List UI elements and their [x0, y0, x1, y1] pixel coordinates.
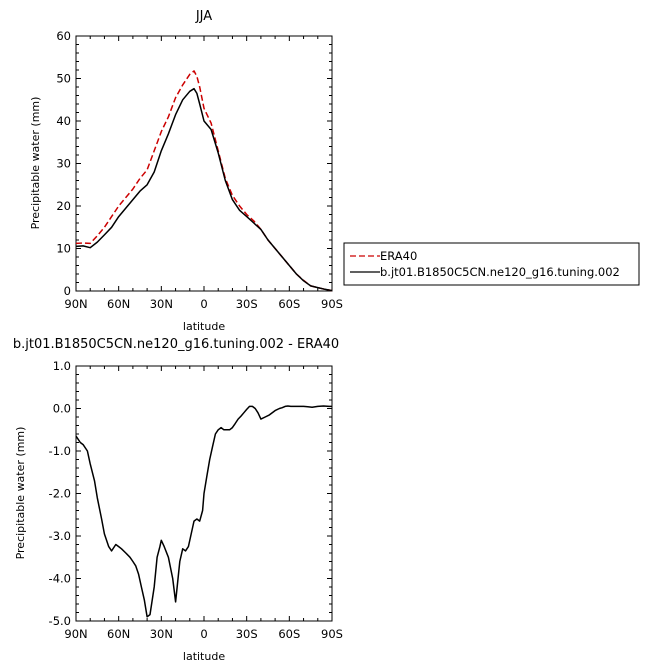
bottom-y-tick-label: 1.0 — [53, 359, 71, 373]
top-chart-title: JJA — [195, 9, 212, 24]
bottom-series-line-difference — [75, 405, 332, 618]
top-y-tick-label: 60 — [56, 29, 71, 43]
top-y-axis-label: Precipitable water (mm) — [29, 97, 42, 230]
top-y-tick-label: 40 — [56, 114, 71, 128]
top-x-tick-label: 90S — [321, 297, 343, 311]
top-panel: JJA Precipitable water (mm) latitude 90N… — [29, 9, 343, 333]
bottom-x-tick-label: 0 — [200, 627, 207, 641]
bottom-y-tick-label: -1.0 — [49, 444, 71, 458]
bottom-y-axis-label: Precipitable water (mm) — [14, 427, 27, 560]
top-x-tick-label: 30S — [236, 297, 258, 311]
top-series-line-model — [75, 87, 333, 292]
bottom-y-tick-label: -3.0 — [49, 529, 71, 543]
bottom-y-tick-label: -5.0 — [49, 614, 71, 628]
bottom-y-tick-label: -4.0 — [49, 572, 71, 586]
legend-box — [343, 242, 640, 286]
bottom-panel: b.jt01.B1850C5CN.ne120_g16.tuning.002 - … — [13, 337, 343, 663]
legend: ERA40 b.jt01.B1850C5CN.ne120_g16.tuning.… — [343, 242, 640, 286]
legend-entry-model: b.jt01.B1850C5CN.ne120_g16.tuning.002 — [380, 265, 620, 279]
top-axis-ticks: 90N 60N 30N 0 30S 60S 90S 0 10 20 30 40 50 60 — [56, 29, 343, 311]
top-y-tick-label: 50 — [56, 72, 71, 86]
top-x-tick-label: 0 — [200, 297, 207, 311]
top-y-tick-label: 10 — [56, 242, 71, 256]
bottom-x-tick-label: 60S — [278, 627, 300, 641]
top-x-tick-label: 90N — [64, 297, 87, 311]
legend-entry-era40: ERA40 — [380, 249, 417, 263]
top-plot-frame — [75, 35, 333, 292]
bottom-y-tick-label: -2.0 — [49, 487, 71, 501]
bottom-series-lines — [75, 405, 332, 618]
bottom-x-tick-label: 90N — [64, 627, 87, 641]
top-x-tick-label: 60N — [107, 297, 130, 311]
bottom-x-tick-label: 30N — [150, 627, 173, 641]
top-y-tick-label: 20 — [56, 199, 71, 213]
bottom-x-tick-label: 90S — [321, 627, 343, 641]
top-x-tick-label: 30N — [150, 297, 173, 311]
bottom-y-tick-label: 0.0 — [53, 402, 71, 416]
top-series-lines — [75, 70, 333, 292]
bottom-axis-ticks: 90N 60N 30N 0 30S 60S 90S -5.0 -4.0 -3.0 -2.0 -1.0 0… — [49, 359, 343, 641]
bottom-x-tick-label: 30S — [236, 627, 258, 641]
top-y-tick-label: 0 — [64, 284, 71, 298]
bottom-x-tick-label: 60N — [107, 627, 130, 641]
top-x-axis-label: latitude — [183, 320, 225, 333]
top-y-tick-label: 30 — [56, 157, 71, 171]
top-x-tick-label: 60S — [278, 297, 300, 311]
bottom-x-axis-label: latitude — [183, 650, 225, 663]
top-series-line-era40 — [75, 70, 333, 292]
bottom-chart-title: b.jt01.B1850C5CN.ne120_g16.tuning.002 - … — [13, 337, 339, 352]
